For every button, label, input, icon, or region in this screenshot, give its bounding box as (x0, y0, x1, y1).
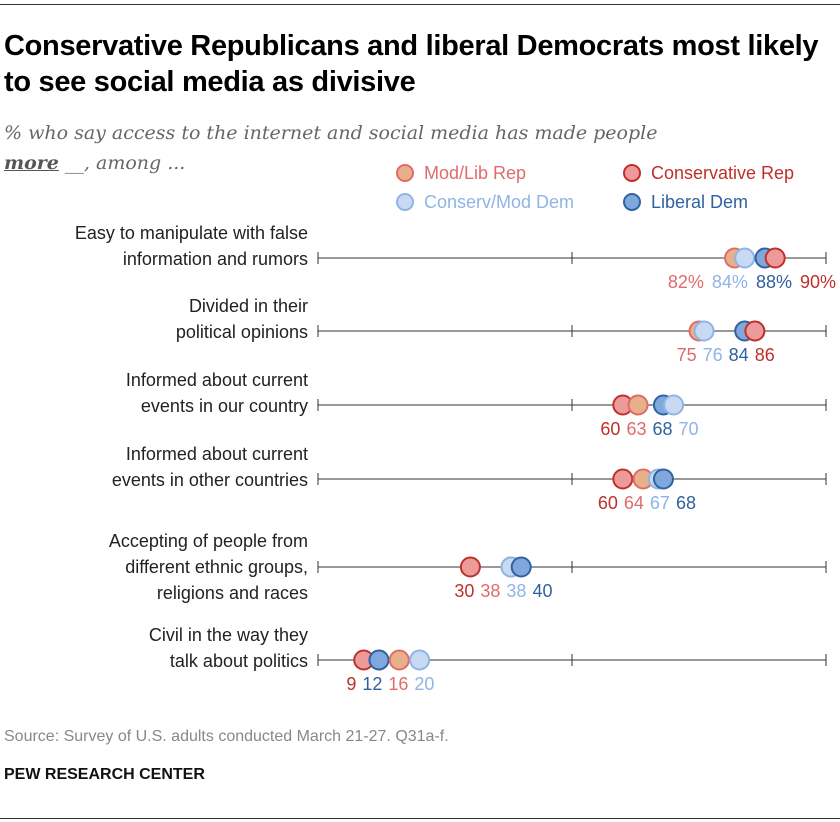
legend-label: Liberal Dem (651, 192, 748, 212)
source-note: Source: Survey of U.S. adults conducted … (4, 728, 449, 745)
chart-title: Conservative Republicans and liberal Dem… (4, 30, 819, 98)
data-dot (459, 556, 481, 578)
category-label: events in our country (141, 396, 308, 416)
data-label: 60 (598, 493, 618, 513)
legend-label: Conserv/Mod Dem (424, 192, 574, 212)
data-label: 76 (703, 345, 723, 365)
category-label: Informed about current (126, 444, 308, 464)
data-dot (409, 649, 431, 671)
org-name: PEW RESEARCH CENTER (4, 766, 205, 783)
legend-marker (396, 193, 414, 211)
data-label: 68 (676, 493, 696, 513)
subtitle-text: % who say access to the internet and soc… (4, 122, 658, 144)
data-dot (693, 320, 715, 342)
data-label: 16 (388, 674, 408, 694)
data-dot (368, 649, 390, 671)
data-label: 90% (800, 272, 836, 292)
category-label: Accepting of people from (109, 531, 308, 551)
data-dot (612, 468, 634, 490)
data-dot (652, 468, 674, 490)
category-label: Informed about current (126, 370, 308, 390)
data-label: 75 (677, 345, 697, 365)
data-label: 64 (624, 493, 644, 513)
top-rule (0, 4, 840, 5)
category-label: different ethnic groups, (125, 557, 308, 577)
subtitle-emphasis: more (4, 152, 59, 174)
category-label: religions and races (157, 583, 308, 603)
data-dot (764, 247, 786, 269)
data-label: 40 (532, 581, 552, 601)
legend-marker (396, 164, 414, 182)
data-label: 30 (454, 581, 474, 601)
data-label: 70 (679, 419, 699, 439)
legend-label: Mod/Lib Rep (424, 163, 526, 183)
legend-marker (623, 193, 641, 211)
data-label: 12 (362, 674, 382, 694)
category-label: Divided in their (189, 296, 308, 316)
category-label: political opinions (176, 322, 308, 342)
category-label: Easy to manipulate with false (75, 223, 308, 243)
data-dot (744, 320, 766, 342)
bottom-rule (0, 818, 840, 819)
data-label: 60 (600, 419, 620, 439)
data-label: 88% (756, 272, 792, 292)
data-label: 67 (650, 493, 670, 513)
data-dot (627, 394, 649, 416)
category-label: Civil in the way they (149, 625, 308, 645)
data-dot (734, 247, 756, 269)
data-dot (510, 556, 532, 578)
data-label: 84 (729, 345, 749, 365)
category-label: talk about politics (170, 651, 308, 671)
data-label: 38 (506, 581, 526, 601)
data-dot (388, 649, 410, 671)
legend-marker (623, 164, 641, 182)
category-label: events in other countries (112, 470, 308, 490)
data-label: 82% (668, 272, 704, 292)
data-label: 63 (626, 419, 646, 439)
data-label: 9 (346, 674, 356, 694)
data-label: 86 (755, 345, 775, 365)
data-label: 68 (652, 419, 672, 439)
data-dot (663, 394, 685, 416)
data-label: 38 (480, 581, 500, 601)
category-label: information and rumors (123, 249, 308, 269)
subtitle-text-end: __, among ... (58, 152, 186, 174)
data-label: 84% (712, 272, 748, 292)
legend-label: Conservative Rep (651, 163, 794, 183)
data-label: 20 (414, 674, 434, 694)
chart-subtitle: % who say access to the internet and soc… (4, 118, 704, 178)
